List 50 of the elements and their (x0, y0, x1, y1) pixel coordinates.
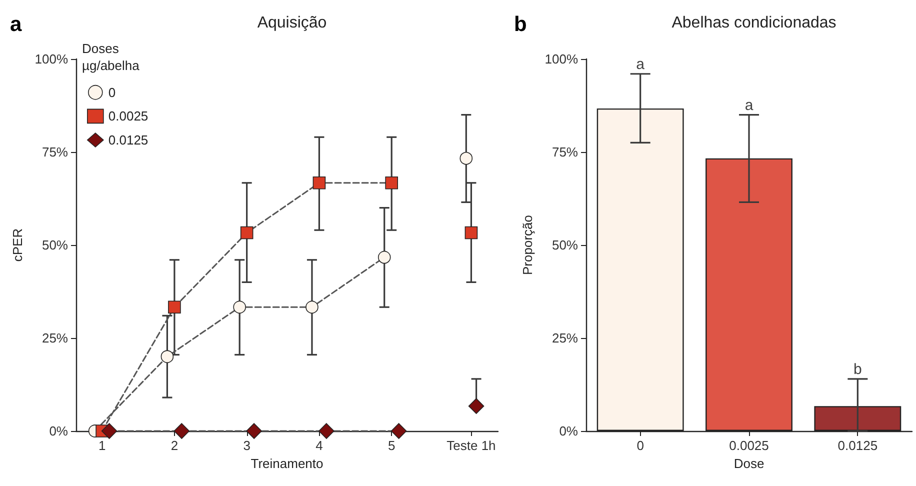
y-tick-label: 50% (42, 238, 68, 252)
point (306, 300, 318, 314)
point (385, 176, 398, 190)
x-tick-label: 0.0025 (729, 438, 769, 453)
point (468, 398, 484, 414)
point (174, 423, 190, 439)
point (460, 152, 473, 165)
x-tick-label: 0 (636, 438, 644, 453)
point (101, 423, 118, 439)
annotation: a (744, 96, 754, 114)
y-tick-label: 0% (559, 424, 578, 438)
point (312, 176, 326, 190)
chart-title: Aquisição (257, 14, 327, 32)
x-axis-title: Treinamento (250, 456, 324, 471)
point (233, 300, 246, 314)
y-tick-label: 25% (552, 330, 578, 346)
x-axis-title: Dose (734, 456, 764, 471)
y-tick-label: 25% (42, 330, 68, 346)
annotation: a (636, 56, 646, 73)
y-tick-label: 100% (544, 52, 578, 66)
point (246, 423, 262, 439)
y-tick-label: 50% (552, 238, 578, 252)
legend-title: Doses µg/abelha (82, 41, 140, 73)
y-tick-label: 75% (552, 144, 578, 160)
point (464, 226, 478, 240)
x-tick-label: 0.0125 (838, 438, 878, 453)
point (168, 300, 181, 314)
point (160, 350, 174, 363)
legend-label: 0.0025 (108, 108, 148, 124)
annotation: b (853, 360, 862, 378)
legend-label: 0.0125 (108, 132, 148, 148)
x-tick-label: Teste 1h (446, 438, 496, 453)
text: b (514, 13, 527, 36)
y-tick-label: 100% (34, 52, 68, 66)
legend-label: 0 (108, 84, 116, 100)
y-axis-title: Proporção (520, 215, 535, 275)
x-tick-label: 1 (98, 438, 106, 453)
x-tick-label: 3 (243, 438, 250, 453)
x-tick-label: 5 (388, 438, 396, 453)
point (240, 226, 254, 240)
text: a (10, 13, 22, 36)
y-tick-label: 75% (42, 144, 68, 160)
chart-title: Abelhas condicionadas (672, 14, 836, 32)
point (318, 423, 334, 439)
x-tick-label: 4 (316, 438, 323, 453)
y-tick-label: 0% (49, 424, 68, 438)
point (390, 423, 407, 439)
point (378, 250, 391, 264)
x-tick-label: 2 (170, 438, 178, 453)
y-axis-title: cPER (10, 228, 25, 262)
